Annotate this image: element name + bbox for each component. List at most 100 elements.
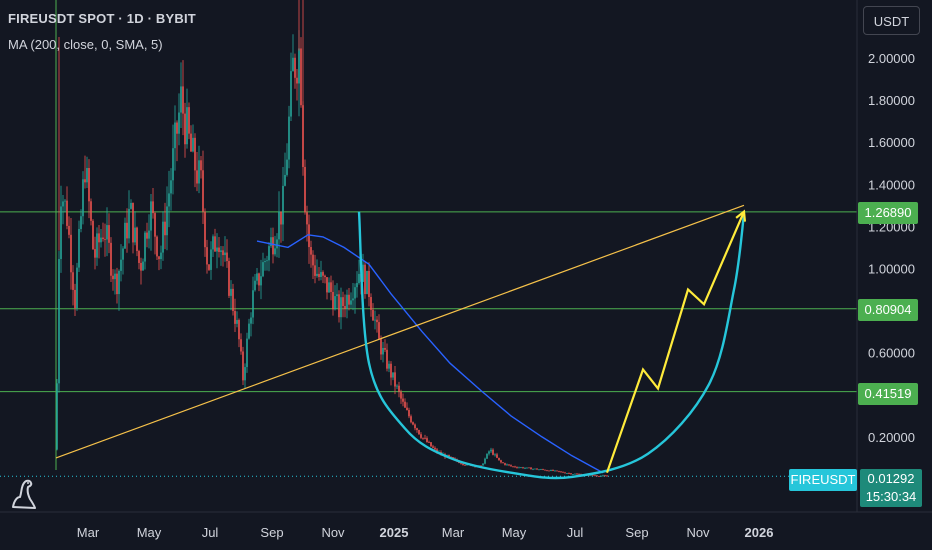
candle-body (60, 206, 62, 260)
last-price-tag: 0.01292 15:30:34 (860, 469, 922, 507)
currency-button[interactable]: USDT (863, 6, 920, 35)
candle-body (80, 216, 82, 230)
candle-body (232, 288, 234, 311)
candle-body (200, 160, 202, 171)
cup-pattern-curve[interactable] (357, 211, 746, 480)
candle-body (70, 234, 72, 273)
price-level-tag-1: 1.26890 (858, 202, 918, 224)
candle-body (522, 467, 524, 469)
x-tick-label: May (502, 525, 527, 540)
candle-body (510, 465, 512, 467)
candle-body (514, 466, 516, 468)
candle-body (188, 107, 190, 134)
candle-body (354, 287, 356, 299)
candle-body (504, 463, 506, 465)
candle-body (598, 476, 600, 477)
candle-body (496, 454, 498, 458)
chart-title[interactable]: FIREUSDT SPOT · 1D · BYBIT (8, 11, 196, 26)
candle-body (310, 247, 312, 255)
candle-body (218, 247, 220, 252)
candle-body (516, 467, 518, 468)
candle-body (346, 294, 348, 309)
candle-body (124, 222, 126, 249)
candle-body (112, 275, 114, 280)
candle-body (484, 458, 486, 464)
candle-body (184, 113, 186, 145)
candle-body (430, 442, 432, 447)
candle-body (276, 239, 278, 249)
candle-body (558, 470, 560, 472)
candle-body (110, 242, 112, 276)
indicator-legend[interactable]: MA (200, close, 0, SMA, 5) (8, 37, 163, 52)
candle-body (362, 264, 364, 282)
candle-body (534, 468, 536, 470)
candle-body (424, 437, 426, 439)
candle-body (74, 289, 76, 309)
candle-body (144, 232, 146, 262)
candle-body (224, 252, 226, 256)
candle-body (482, 463, 484, 466)
y-tick-label: 0.60000 (868, 346, 915, 361)
tradingview-dinosaur-icon[interactable] (8, 475, 38, 511)
last-price-value: 0.01292 (867, 471, 915, 486)
candle-body (312, 254, 314, 266)
candle-body (92, 220, 94, 250)
candle-body (432, 446, 434, 448)
candle-body (282, 185, 284, 225)
candle-body (490, 449, 492, 452)
candle-body (242, 351, 244, 381)
candle-body (546, 470, 548, 472)
candle-body (564, 472, 566, 474)
moving-average-line[interactable] (256, 234, 604, 474)
candle-body (98, 233, 100, 243)
candle-body (540, 469, 542, 471)
candle-body (240, 339, 242, 352)
candle-body (118, 270, 120, 295)
projection-path[interactable] (605, 211, 746, 474)
candle-body (570, 473, 572, 475)
candle-body (64, 200, 66, 202)
candle-body (160, 252, 162, 260)
ascending-trendline[interactable] (55, 204, 745, 459)
candle-body (462, 463, 464, 465)
candle-body (590, 474, 592, 476)
candle-body (520, 467, 522, 469)
candle-body (68, 225, 70, 235)
candle-body (348, 294, 350, 305)
bar-countdown: 15:30:34 (865, 489, 917, 504)
candle-body (274, 248, 276, 255)
candle-body (132, 202, 134, 243)
candle-body (58, 259, 60, 384)
candle-body (236, 320, 238, 324)
candle-body (450, 456, 452, 458)
candle-body (56, 383, 58, 450)
candle-body (186, 107, 188, 145)
candle-body (300, 48, 302, 106)
candle-body (538, 469, 540, 471)
x-tick-label: 2025 (380, 525, 409, 540)
candle-body (500, 460, 502, 463)
price-level-tag-3: 0.41519 (858, 383, 918, 405)
candle-body (370, 297, 372, 310)
candle-body (316, 273, 318, 276)
candle-body (244, 367, 246, 381)
candle-body (182, 86, 184, 114)
candle-body (66, 200, 68, 226)
candle-body (428, 442, 430, 443)
candle-body (174, 122, 176, 149)
candle-body (526, 467, 528, 469)
candle-body (480, 465, 482, 467)
candle-body (576, 473, 578, 475)
candle-body (394, 372, 396, 387)
candle-body (156, 236, 158, 257)
candle-body (352, 298, 354, 301)
candle-body (204, 211, 206, 248)
candle-body (164, 221, 166, 236)
candle-body (298, 48, 300, 84)
candle-body (418, 430, 420, 435)
candle-body (238, 320, 240, 340)
candle-body (356, 283, 358, 288)
candle-body (152, 201, 154, 214)
